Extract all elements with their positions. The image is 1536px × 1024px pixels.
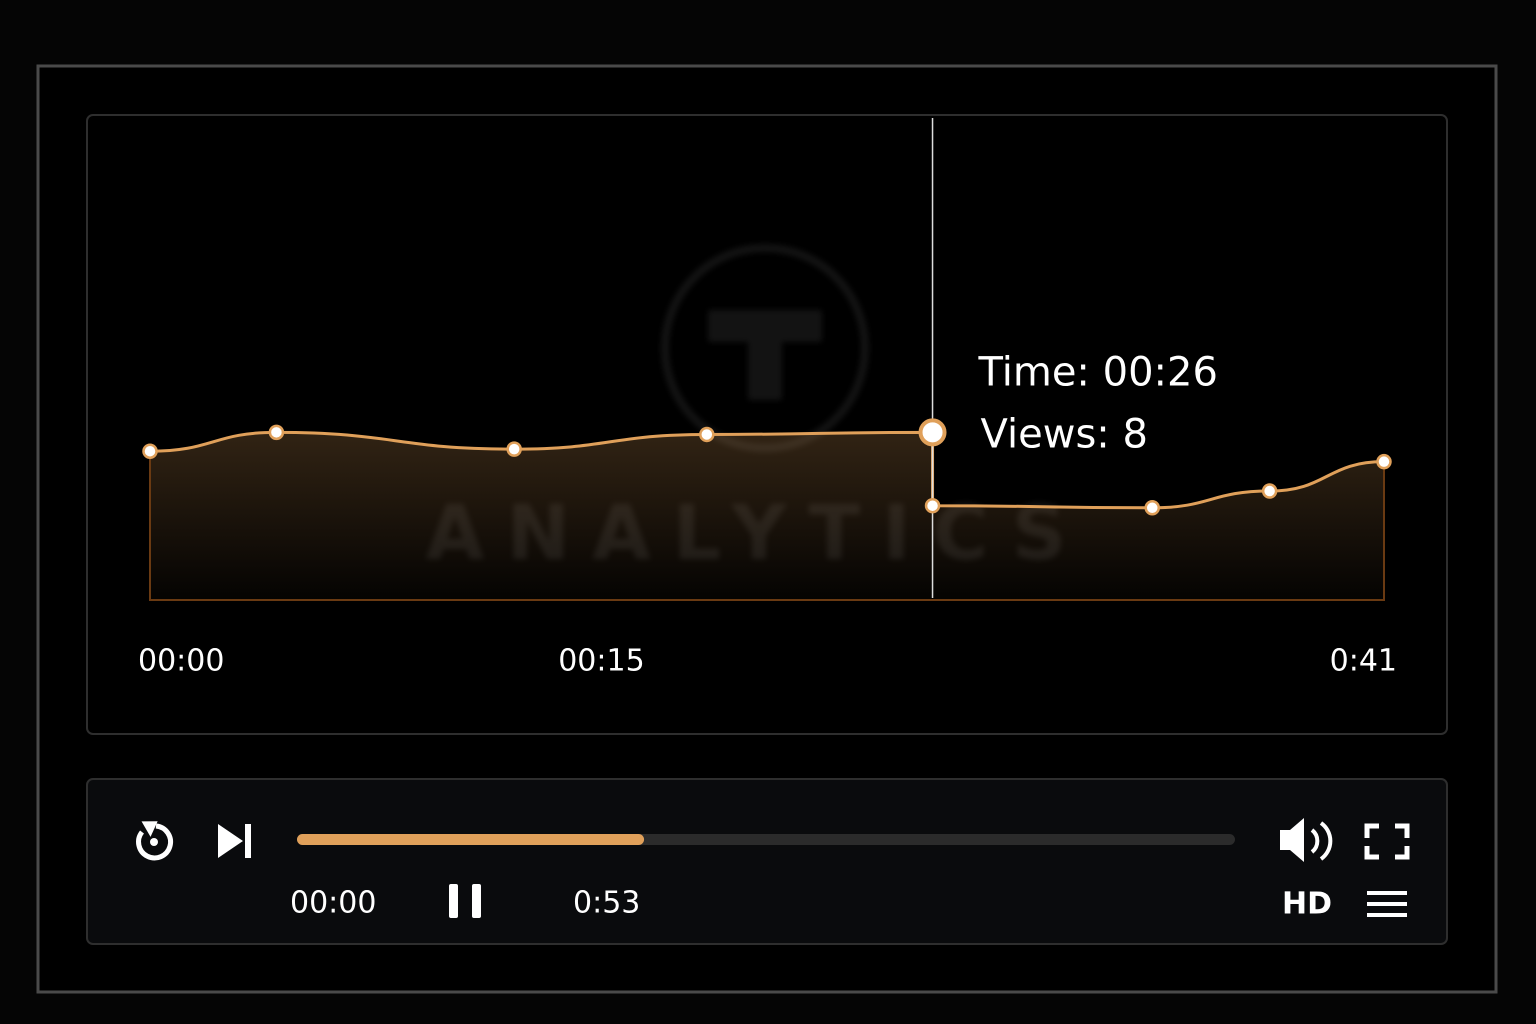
point (924, 497, 941, 514)
logo-letter (708, 310, 822, 400)
line (149, 430, 1385, 510)
x-tick-label: 00:00 (138, 644, 224, 679)
point (268, 424, 285, 441)
skip-bar (245, 824, 251, 858)
x-tick-label: 00:15 (558, 644, 644, 679)
x-tick-label: 0:41 (1330, 644, 1397, 679)
pause-bar (449, 884, 458, 918)
progress-fill (297, 834, 645, 845)
volume-button[interactable] (1280, 818, 1333, 862)
fullscreen-button[interactable] (1364, 823, 1410, 860)
volume-icon (1280, 818, 1304, 862)
highlight-point (918, 418, 947, 447)
point (699, 426, 715, 443)
plot: 00:00 00:15 0:41 Time: 00:26 Views: 8 (138, 118, 1397, 679)
replay-button[interactable] (136, 814, 174, 861)
menu-button[interactable] (1367, 891, 1407, 917)
duration: 0:53 (573, 886, 640, 921)
point (1261, 483, 1278, 499)
point (1376, 453, 1392, 470)
quality-button[interactable]: HD (1282, 887, 1332, 922)
skip-button[interactable] (218, 824, 251, 858)
replay-arrow (141, 821, 158, 837)
volume-wave (1310, 828, 1320, 854)
tooltip-time: Time: 00:26 (978, 349, 1218, 395)
pause-button[interactable] (449, 884, 481, 918)
tooltip-views: Views: 8 (981, 411, 1148, 457)
skip-icon (218, 824, 243, 858)
pause-bar (472, 884, 481, 918)
chart-panel (86, 114, 1448, 735)
point (1144, 500, 1160, 516)
replay-icon (136, 823, 174, 861)
point (142, 443, 158, 459)
current-time: 00:00 (290, 886, 376, 921)
replay-dot (150, 838, 158, 846)
point (506, 441, 522, 457)
volume-wave (1319, 821, 1333, 861)
control-bar (86, 778, 1448, 945)
